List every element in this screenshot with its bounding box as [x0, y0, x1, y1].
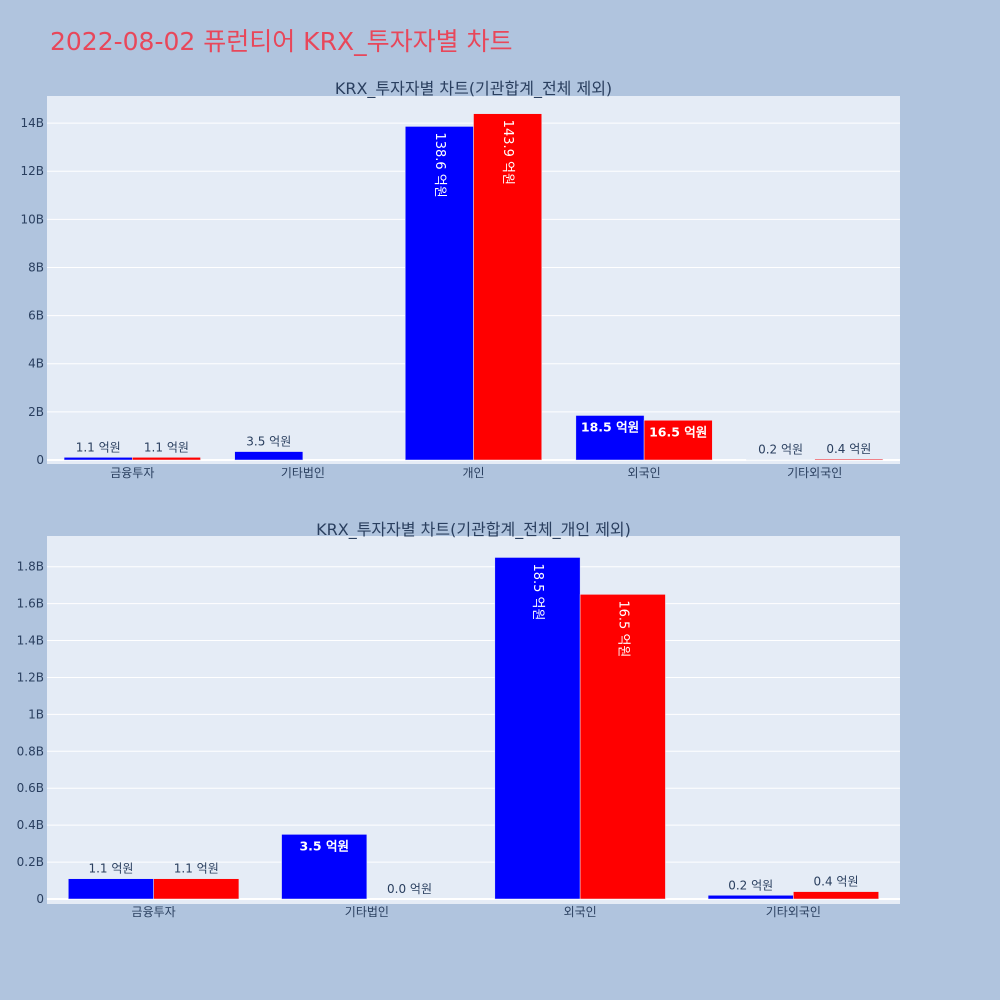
data-label: 138.6 억원	[432, 132, 447, 197]
y-tick-label: 0	[36, 453, 44, 467]
x-tick-label: 기타법인	[281, 466, 325, 480]
data-label: 1.1 억원	[88, 862, 133, 876]
x-tick-label: 기타법인	[345, 905, 389, 919]
x-tick-label: 외국인	[564, 905, 597, 919]
data-label: 3.5 억원	[246, 435, 291, 449]
bar	[579, 594, 666, 900]
bar	[473, 113, 542, 461]
data-label: 0.4 억원	[814, 875, 859, 889]
y-tick-label: 1.4B	[17, 634, 44, 648]
x-tick-label: 금융투자	[110, 466, 154, 480]
y-tick-label: 0	[36, 892, 44, 906]
data-label: 0.2 억원	[728, 878, 773, 892]
y-tick-label: 1B	[28, 707, 44, 721]
y-tick-label: 0.2B	[17, 855, 44, 869]
y-tick-label: 0.6B	[17, 781, 44, 795]
chart-bottom: KRX_투자자별 차트(기관합계_전체_개인 제외) 0 0.2B 0.4B 0.6B 0…	[17, 520, 900, 919]
y-tick-label: 0.4B	[17, 818, 44, 832]
data-label: 143.9 억원	[500, 120, 515, 185]
data-label: 1.1 억원	[76, 440, 121, 454]
data-label: 16.5 억원	[649, 424, 707, 439]
bar	[63, 457, 133, 461]
y-tick-label: 4B	[28, 357, 44, 371]
bar	[814, 458, 884, 461]
y-tick-label: 1.2B	[17, 670, 44, 684]
y-tick-label: 0.8B	[17, 744, 44, 758]
y-tick-label: 1.6B	[17, 597, 44, 611]
bar	[643, 420, 713, 461]
bar	[281, 834, 368, 900]
y-tick-label: 14B	[20, 116, 44, 130]
bar	[153, 878, 240, 900]
data-label: 0.0 억원	[387, 882, 432, 896]
y-tick-label: 12B	[20, 164, 44, 178]
bar	[575, 415, 645, 461]
data-label: 0.2 억원	[758, 443, 803, 457]
chart-title: KRX_투자자별 차트(기관합계_전체_개인 제외)	[316, 520, 631, 540]
data-label: 18.5 억원	[530, 563, 545, 620]
page-title: 2022-08-02 퓨런티어 KRX_투자자별 차트	[50, 27, 513, 56]
chart-title: KRX_투자자별 차트(기관합계_전체 제외)	[335, 79, 612, 99]
y-tick-label: 1.8B	[17, 560, 44, 574]
y-tick-label: 10B	[20, 212, 44, 226]
x-tick-label: 개인	[462, 466, 484, 480]
chart-top: KRX_투자자별 차트(기관합계_전체 제외) 0 2B 4B 6B 8B 10B 12B 14…	[20, 79, 900, 480]
y-tick-label: 6B	[28, 309, 44, 323]
bar	[234, 451, 304, 461]
x-tick-label: 기타외국인	[787, 466, 842, 480]
data-label: 18.5 억원	[581, 419, 639, 434]
y-tick-label: 2B	[28, 405, 44, 419]
bar	[68, 878, 154, 900]
bar	[793, 891, 879, 900]
x-tick-label: 외국인	[628, 466, 661, 480]
data-label: 1.1 억원	[144, 440, 189, 454]
bar	[132, 457, 201, 461]
plot-area	[47, 536, 900, 904]
y-tick-label: 8B	[28, 260, 44, 274]
x-tick-label: 기타외국인	[766, 905, 821, 919]
data-label: 0.4 억원	[826, 442, 871, 456]
bar	[494, 557, 581, 900]
bar	[707, 895, 794, 900]
bar	[405, 126, 474, 461]
data-label: 3.5 억원	[299, 838, 349, 853]
data-label: 16.5 억원	[615, 600, 630, 657]
x-tick-label: 금융투자	[132, 905, 176, 919]
data-label: 1.1 억원	[174, 862, 219, 876]
